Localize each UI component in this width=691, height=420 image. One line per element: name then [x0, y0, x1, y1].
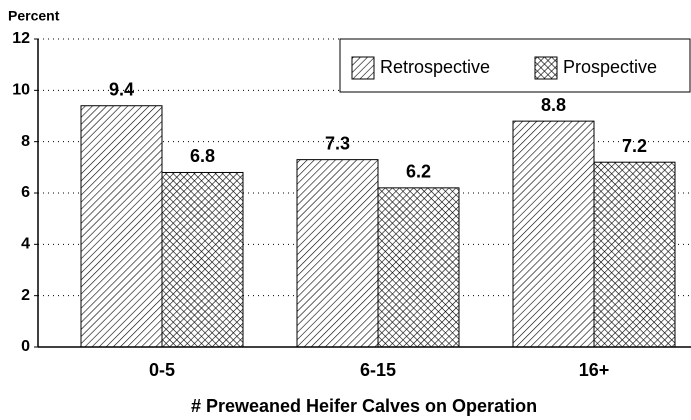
y-tick-label: 10 [12, 82, 30, 99]
bar [80, 105, 163, 348]
bar [512, 120, 595, 348]
value-label: 6.2 [406, 162, 431, 182]
x-tick-label: 0-5 [149, 360, 175, 380]
bar [161, 171, 244, 348]
y-tick-label: 8 [21, 133, 30, 150]
value-label: 7.3 [325, 133, 350, 153]
bar [377, 187, 460, 348]
value-label: 9.4 [109, 79, 134, 99]
x-axis-label: # Preweaned Heifer Calves on Operation [191, 396, 537, 416]
legend-swatch [351, 56, 375, 80]
bar [296, 159, 379, 348]
y-tick-label: 6 [21, 184, 30, 201]
value-label: 8.8 [541, 95, 566, 115]
y-tick-label: 12 [12, 30, 30, 47]
value-label: 6.8 [190, 146, 215, 166]
y-axis-label: Percent [8, 8, 60, 24]
value-label: 7.2 [622, 136, 647, 156]
legend-label: Prospective [563, 57, 657, 77]
y-tick-label: 0 [21, 338, 30, 355]
legend-label: Retrospective [380, 57, 490, 77]
legend-box [339, 38, 691, 93]
y-tick-label: 4 [21, 236, 30, 253]
y-tick-label: 2 [21, 287, 30, 304]
bar [593, 161, 676, 348]
legend-swatch [534, 56, 558, 80]
x-tick-label: 6-15 [360, 360, 396, 380]
x-tick-label: 16+ [579, 360, 610, 380]
